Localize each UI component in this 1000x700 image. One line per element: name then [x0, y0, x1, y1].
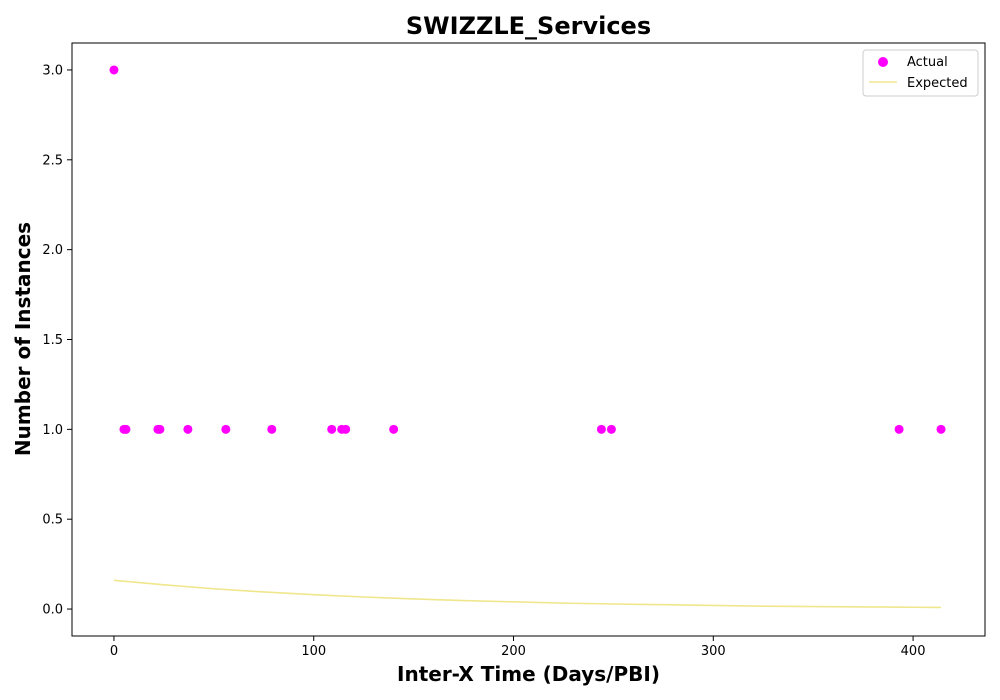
x-axis-label: Inter-X Time (Days/PBI) [397, 662, 660, 686]
plot-area [71, 42, 986, 637]
y-axis-label: Number of Instances [11, 222, 35, 456]
x-tick-label: 300 [701, 644, 726, 659]
x-tick-label: 100 [301, 644, 326, 659]
y-tick-label: 2.5 [42, 153, 63, 168]
y-tick-label: 1.5 [42, 333, 63, 348]
actual-point [267, 424, 277, 434]
actual-point [936, 424, 946, 434]
y-tick-label: 3.0 [42, 63, 63, 78]
actual-series [109, 65, 946, 434]
y-tick-label: 1.0 [42, 423, 63, 438]
actual-point [341, 424, 351, 434]
actual-point [109, 65, 119, 75]
legend-box [862, 49, 979, 97]
actual-point [183, 424, 193, 434]
x-tick-label: 400 [901, 644, 926, 659]
legend-expected-label: Expected [907, 76, 968, 91]
actual-point [221, 424, 231, 434]
actual-point [327, 424, 337, 434]
x-tick-label: 0 [110, 644, 118, 659]
y-tick-label: 2.0 [42, 243, 63, 258]
y-axis: 0.0 0.5 1.0 1.5 2.0 2.5 3.0 [42, 63, 72, 618]
chart-title: SWIZZLE_Services [406, 12, 651, 40]
actual-point [606, 424, 616, 434]
actual-point [389, 424, 399, 434]
expected-line [113, 579, 942, 609]
actual-point [596, 424, 606, 434]
actual-point [155, 424, 165, 434]
actual-point [121, 424, 131, 434]
legend-actual-marker [878, 57, 888, 67]
x-tick-label: 200 [501, 644, 526, 659]
x-axis: 0 100 200 300 400 [110, 636, 926, 659]
y-tick-label: 0.5 [42, 513, 63, 528]
legend: Actual Expected [862, 49, 979, 97]
y-tick-label: 0.0 [42, 603, 63, 618]
actual-point [894, 424, 904, 434]
legend-actual-label: Actual [907, 55, 948, 70]
expected-series [113, 579, 942, 609]
